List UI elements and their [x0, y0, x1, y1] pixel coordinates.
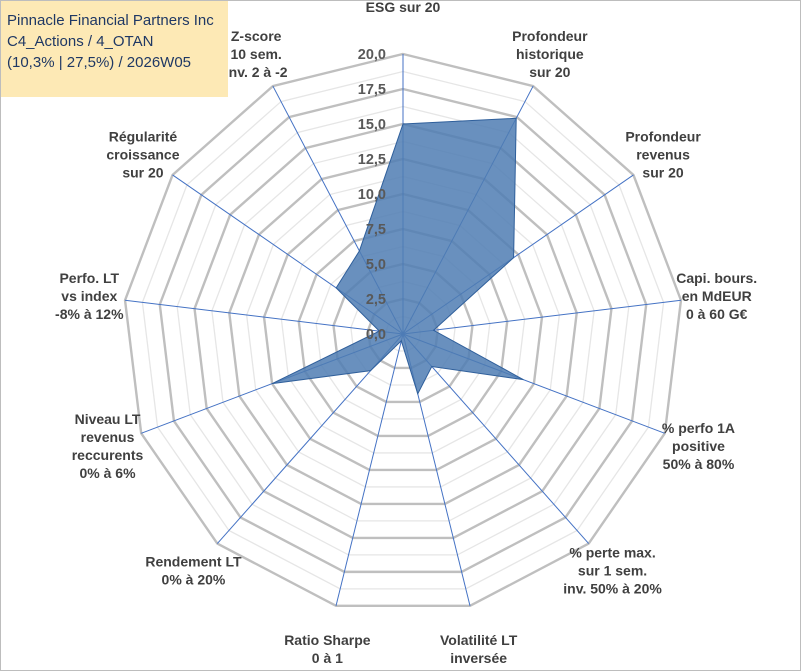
axis-label: Perfo. LT vs index -8% à 12%	[55, 270, 124, 322]
axis-label-line: Capi. bours.	[676, 270, 757, 286]
axis-label-line: % perfo 1A	[662, 420, 735, 436]
axis-label: Régularité croissance sur 20	[106, 128, 179, 180]
radar-spoke	[335, 333, 404, 606]
grid-ring	[176, 105, 630, 556]
axis-label-line: vs index	[61, 288, 117, 304]
radar-series	[271, 117, 524, 396]
axis-label-line: Profondeur	[625, 128, 701, 144]
radial-tick-label: 17,5	[358, 82, 386, 98]
axis-label-line: sur 20	[642, 164, 683, 180]
axis-label: Profondeur revenus sur 20	[625, 128, 701, 180]
radar-spoke	[402, 299, 682, 335]
radial-tick-label: 12,5	[358, 152, 386, 168]
radial-tick-label: 10,0	[358, 187, 386, 203]
axis-label-line: 10 sem.	[230, 46, 281, 62]
axis-label-line: croissance	[106, 146, 179, 162]
axis-label-line: inversée	[450, 650, 507, 666]
axis-label: Capi. bours. en MdEUR 0 à 60 G€	[676, 270, 757, 322]
axis-label-line: Volatilité LT	[440, 632, 518, 648]
axis-label: Profondeur historique sur 20	[512, 28, 588, 80]
grid-ring	[193, 122, 613, 540]
grid-ring	[228, 157, 578, 506]
grid-ring	[141, 70, 665, 590]
header-company-name: Pinnacle Financial Partners Inc	[7, 12, 214, 29]
grid-ring	[280, 210, 526, 454]
grid-ring	[245, 175, 561, 488]
header-period: (10,3% | 27,5%) / 2026W05	[7, 54, 191, 71]
axis-label: Niveau LT revenus reccurents 0% à 6%	[72, 411, 144, 481]
axis-label-line: Perfo. LT	[59, 270, 119, 286]
header-category: C4_Actions / 4_OTAN	[7, 33, 154, 50]
axis-label-line: 0% à 6%	[80, 465, 137, 481]
grid-ring	[297, 227, 509, 438]
radial-tick-label: 20,0	[358, 47, 386, 63]
axis-label-line: Ratio Sharpe	[284, 632, 371, 648]
grid-ring	[158, 87, 648, 574]
axis-label-line: sur 20	[529, 64, 570, 80]
axis-label-line: historique	[516, 46, 584, 62]
radial-tick-label: 15,0	[358, 117, 386, 133]
radar-tick-labels: 0,0 2,5 5,0 7,5 10,0 12,5 15,0 17,5 20,0	[358, 47, 386, 343]
axis-label-line: sur 20	[122, 164, 163, 180]
axis-label-line: 40% à 0%	[447, 668, 511, 671]
axis-label-line: Z-score	[231, 28, 282, 44]
axis-label-line: revenus	[81, 429, 135, 445]
radar-spoke	[402, 333, 590, 544]
axis-label-line: ESG sur 20	[366, 0, 441, 15]
axis-label: % perfo 1A positive 50% à 80%	[662, 420, 735, 472]
axis-label: Z-score 10 sem. inv. 2 à -2	[225, 28, 288, 80]
radial-tick-label: 7,5	[366, 222, 386, 238]
axis-label-line: en MdEUR	[682, 288, 752, 304]
axis-label-line: -8% à 12%	[55, 306, 124, 322]
axis-label-line: Niveau LT	[75, 411, 141, 427]
axis-label-line: Rendement LT	[145, 554, 242, 570]
axis-label-line: 0% à 20%	[162, 572, 226, 588]
chart-header: Pinnacle Financial Partners Inc C4_Actio…	[1, 1, 228, 97]
axis-label-line: Profondeur	[512, 28, 588, 44]
axis-label-line: % perte max.	[569, 545, 655, 561]
grid-ring	[123, 52, 683, 608]
axis-label-line: reccurents	[72, 447, 144, 463]
grid-ring	[262, 192, 544, 472]
radar-series-area	[271, 117, 524, 396]
radar-spoke	[124, 299, 404, 335]
radial-tick-label: 0,0	[366, 327, 386, 343]
axis-label-line: Régularité	[109, 128, 178, 144]
axis-label: Volatilité LT inversée 40% à 0%	[440, 632, 518, 671]
axis-label-line: 50% à 80%	[663, 456, 735, 472]
grid-ring	[211, 140, 595, 522]
radar-gridlines	[123, 52, 683, 608]
axis-label: Ratio Sharpe 0 à 1	[284, 632, 371, 666]
axis-label-line: inv. 50% à 20%	[563, 581, 662, 597]
axis-label: NoteESG sur 20	[366, 0, 441, 15]
radial-tick-label: 5,0	[366, 257, 386, 273]
radar-axis-labels: NoteESG sur 20 Profondeur historique sur 20…	[55, 0, 757, 671]
axis-label-line: revenus	[636, 146, 690, 162]
axis-label: Rendement LT 0% à 20%	[145, 554, 242, 588]
axis-label-line: 0 à 60 G€	[686, 306, 748, 322]
axis-label-line: sur 1 sem.	[578, 563, 647, 579]
axis-label-line: positive	[672, 438, 725, 454]
axis-label: % perte max. sur 1 sem. inv. 50% à 20%	[563, 545, 662, 597]
axis-label-line: 0 à 1	[312, 650, 343, 666]
axis-label-line: inv. 2 à -2	[225, 64, 288, 80]
radial-tick-label: 2,5	[366, 292, 386, 308]
